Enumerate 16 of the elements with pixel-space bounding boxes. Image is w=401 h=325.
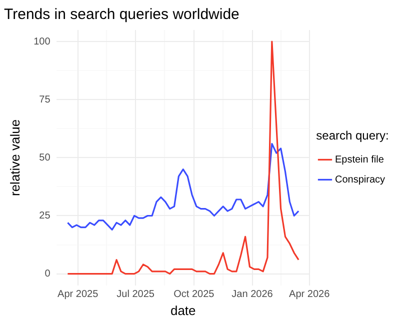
y-tick-label: 75 [39, 94, 51, 106]
x-tick-label: Jan 2026 [232, 289, 274, 300]
x-tick-label: Apr 2026 [289, 289, 330, 300]
y-tick-label: 25 [39, 210, 51, 222]
x-tick-label: Apr 2025 [58, 289, 99, 300]
y-axis-title: relative value [7, 119, 22, 196]
x-tick-label: Jul 2025 [116, 289, 155, 300]
legend-label: Epstein file [334, 154, 384, 166]
y-tick-label: 100 [34, 36, 51, 48]
y-tick-label: 0 [44, 268, 51, 280]
y-tick-label: 50 [39, 152, 51, 164]
legend-label: Conspiracy [334, 174, 386, 186]
x-axis-title: date [170, 302, 196, 318]
x-tick-label: Oct 2025 [174, 289, 215, 300]
legend-title: search query: [316, 128, 389, 143]
chart-title: Trends in search queries worldwide [4, 6, 240, 24]
